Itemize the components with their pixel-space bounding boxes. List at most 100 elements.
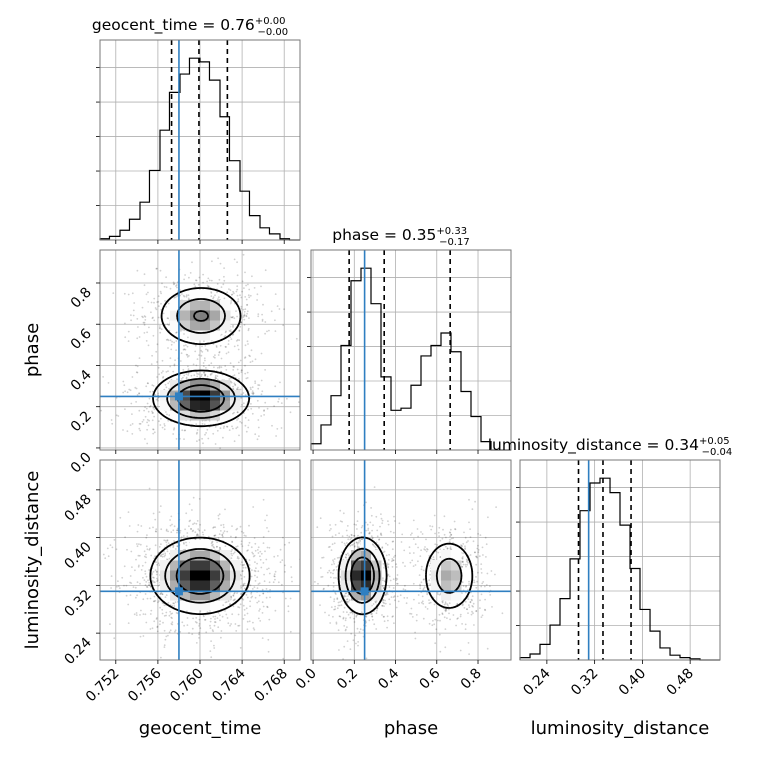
sample-point — [365, 615, 368, 618]
sample-point — [383, 620, 386, 623]
sample-point — [156, 626, 159, 629]
sample-point — [373, 623, 376, 626]
sample-point — [187, 368, 190, 371]
sample-point — [135, 558, 137, 561]
sample-point — [230, 294, 233, 296]
sample-point — [175, 284, 178, 286]
sample-point — [386, 564, 389, 566]
sample-point — [248, 524, 250, 527]
sample-point — [448, 608, 450, 611]
sample-point — [248, 288, 251, 291]
sample-point — [236, 274, 239, 277]
sample-point — [229, 624, 232, 627]
sample-point — [274, 385, 277, 388]
sample-point — [163, 644, 166, 647]
sample-point — [342, 611, 345, 613]
sample-point — [338, 604, 341, 607]
sample-point — [210, 656, 213, 659]
sample-point — [248, 354, 251, 357]
sample-point — [238, 606, 241, 609]
sample-point — [165, 614, 168, 617]
sample-point — [169, 610, 172, 613]
sample-point — [403, 597, 406, 599]
sample-point — [486, 647, 489, 650]
sample-point — [109, 544, 112, 546]
sample-point — [155, 618, 158, 620]
sample-point — [477, 571, 479, 574]
sample-point — [147, 579, 149, 582]
sample-point — [267, 650, 270, 653]
sample-point — [256, 299, 258, 301]
sample-point — [372, 524, 374, 526]
sample-point — [119, 516, 122, 519]
sample-point — [176, 545, 179, 547]
sample-point — [193, 374, 196, 377]
sample-point — [411, 559, 414, 562]
sample-point — [123, 292, 126, 295]
sample-point — [360, 526, 363, 529]
sample-point — [261, 637, 264, 639]
sample-point — [214, 354, 216, 356]
sample-point — [353, 545, 356, 547]
y-axis-label: luminosity_distance — [22, 471, 43, 650]
sample-point — [152, 316, 154, 319]
sample-point — [190, 528, 192, 530]
sample-point — [219, 614, 221, 617]
sample-point — [392, 559, 395, 562]
sample-point — [175, 340, 178, 342]
sample-point — [144, 406, 147, 408]
sample-point — [474, 551, 476, 554]
sample-point — [263, 573, 265, 576]
sample-point — [195, 621, 198, 624]
sample-point — [146, 421, 149, 424]
sample-point — [138, 392, 141, 394]
sample-point — [111, 422, 114, 425]
sample-point — [184, 348, 187, 351]
density-cell — [220, 390, 231, 401]
sample-point — [214, 526, 217, 529]
sample-point — [165, 544, 168, 546]
sample-point — [134, 586, 137, 589]
sample-point — [130, 314, 132, 316]
sample-point — [165, 371, 168, 373]
sample-point — [416, 528, 419, 530]
sample-point — [125, 594, 128, 597]
density-cell — [170, 560, 181, 571]
sample-point — [202, 533, 205, 536]
sample-point — [221, 534, 224, 537]
sample-point — [441, 613, 444, 616]
sample-point — [173, 602, 176, 605]
sample-point — [230, 595, 233, 598]
sample-point — [268, 618, 271, 621]
sample-point — [175, 331, 178, 334]
sample-point — [153, 297, 156, 300]
sample-point — [442, 528, 444, 531]
sample-point — [322, 588, 325, 591]
sample-point — [157, 300, 160, 303]
sample-point — [145, 581, 148, 583]
sample-point — [166, 548, 169, 551]
sample-point — [448, 602, 451, 605]
sample-point — [203, 423, 206, 426]
sample-point — [145, 340, 148, 342]
sample-point — [205, 432, 208, 434]
sample-point — [469, 601, 472, 604]
sample-point — [176, 286, 178, 289]
sample-point — [273, 405, 275, 407]
sample-point — [429, 601, 432, 604]
sample-point — [214, 374, 217, 377]
sample-point — [168, 324, 170, 326]
sample-point — [278, 398, 280, 400]
sample-point — [342, 616, 345, 619]
sample-point — [163, 604, 166, 607]
sample-point — [214, 376, 217, 379]
sample-point — [162, 553, 165, 556]
sample-point — [149, 597, 152, 600]
sample-point — [269, 588, 271, 591]
sample-point — [249, 355, 251, 358]
density-cell — [220, 560, 231, 571]
sample-point — [453, 520, 456, 523]
sample-point — [361, 525, 364, 527]
sample-point — [428, 564, 431, 567]
sample-point — [468, 604, 470, 606]
